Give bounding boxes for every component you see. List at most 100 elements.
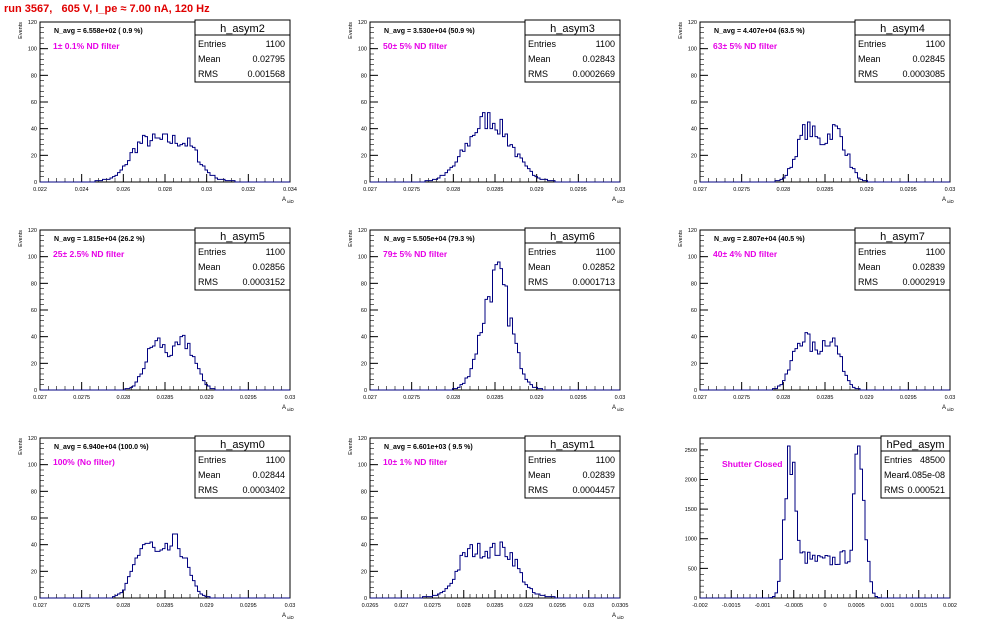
x-tick-label: 0.03 (285, 603, 296, 609)
x-tick-label: 0.0285 (817, 187, 834, 193)
y-tick-label: 60 (31, 516, 37, 522)
x-tick-label: 0.0305 (612, 603, 629, 609)
stats-box (880, 435, 951, 499)
y-tick-label: 60 (31, 100, 37, 106)
histogram-panel-h_asym7: 0 20 40 60 80 100 120 0.027 0.0275 0.028 0.0285 0.0… (678, 227, 955, 412)
x-tick-label: 0.0275 (73, 603, 90, 609)
stats-value: 48500 (920, 455, 945, 465)
y-tick-label: 120 (358, 228, 367, 234)
x-tick-label: 0.0295 (240, 395, 257, 401)
y-tick-label: 20 (691, 361, 697, 367)
x-tick-label: 0.0285 (157, 395, 174, 401)
histogram-line (700, 445, 950, 599)
y-tick-label: 100 (688, 255, 697, 261)
y-tick-label: 80 (361, 281, 367, 287)
x-tick-label: 0.0295 (900, 187, 917, 193)
x-tick-label: -0.002 (692, 603, 708, 609)
x-tick-label: 0.0285 (817, 395, 834, 401)
y-tick-label: 40 (31, 335, 37, 341)
x-axis-title: AuiD (282, 613, 295, 620)
filter-label: 1± 0.1% ND filter (53, 41, 120, 51)
x-axis-title: AuiD (282, 197, 295, 204)
y-axis-title: Events (18, 230, 24, 247)
x-tick-label: 0.024 (75, 187, 89, 193)
stats-box (854, 227, 951, 291)
stats-value: 0.02845 (912, 54, 945, 64)
y-tick-label: 60 (31, 308, 37, 314)
histogram-line (40, 533, 290, 599)
x-tick-label: 0.03 (615, 395, 626, 401)
filter-label: 10± 1% ND filter (383, 457, 448, 467)
y-tick-label: 80 (361, 489, 367, 495)
stats-box (194, 19, 291, 83)
stats-value: 0.02856 (252, 262, 285, 272)
x-tick-label: 0.028 (776, 187, 790, 193)
x-tick-label: 0.027 (693, 395, 707, 401)
filter-label: 100% (No filter) (53, 457, 115, 467)
y-tick-label: 120 (358, 436, 367, 442)
x-tick-label: 0.028 (446, 395, 460, 401)
x-tick-label: 0.027 (394, 603, 408, 609)
x-tick-label: 0.0275 (73, 395, 90, 401)
x-tick-label: 0.0275 (403, 395, 420, 401)
histogram-name: h_asym0 (220, 439, 265, 451)
stats-label: Mean (198, 54, 221, 64)
stats-box (524, 19, 621, 83)
y-tick-label: 100 (358, 255, 367, 261)
stats-box (854, 19, 951, 83)
x-tick-label: 0.027 (693, 187, 707, 193)
stats-label: Entries (198, 39, 227, 49)
y-tick-label: 60 (361, 100, 367, 106)
y-tick-label: 120 (28, 436, 37, 442)
navg-label: N_avg = 2.807e+04 (40.5 %) (714, 236, 805, 243)
stats-box (524, 435, 621, 499)
y-tick-label: 0 (694, 388, 697, 394)
filter-label: 79± 5% ND filter (383, 249, 448, 259)
y-tick-label: 40 (31, 543, 37, 549)
histogram-line (370, 261, 620, 391)
histogram-line (40, 334, 290, 391)
x-tick-label: 0.029 (530, 187, 544, 193)
histogram-name: h_asym1 (550, 439, 595, 451)
filter-label: 25± 2.5% ND filter (53, 249, 125, 259)
filter-label: 63± 5% ND filter (713, 41, 778, 51)
y-tick-label: 0 (34, 388, 37, 394)
y-tick-label: 100 (358, 47, 367, 53)
x-tick-label: 0.028 (116, 603, 130, 609)
y-tick-label: 100 (688, 47, 697, 53)
stats-label: Mean (528, 262, 551, 272)
y-tick-label: 60 (361, 308, 367, 314)
y-tick-label: 100 (28, 255, 37, 261)
stats-value: 0.02843 (582, 54, 615, 64)
stats-label: Mean (528, 54, 551, 64)
y-tick-label: 40 (361, 127, 367, 133)
x-tick-label: 0.027 (363, 187, 377, 193)
stats-value: 1100 (926, 39, 945, 49)
stats-label: Mean (858, 262, 881, 272)
stats-label: RMS (858, 69, 878, 79)
x-tick-label: 0.0285 (487, 395, 504, 401)
y-tick-label: 500 (688, 566, 697, 572)
filter-label: 40± 4% ND filter (713, 249, 778, 259)
x-tick-label: 0.029 (200, 395, 214, 401)
y-tick-label: 100 (28, 463, 37, 469)
x-tick-label: 0.03 (201, 187, 212, 193)
y-tick-label: 0 (364, 388, 367, 394)
histogram-line (700, 332, 950, 391)
x-tick-label: 0.0275 (403, 187, 420, 193)
y-tick-label: 100 (28, 47, 37, 53)
x-tick-label: 0.0295 (570, 395, 587, 401)
x-tick-label: -0.0015 (722, 603, 741, 609)
navg-label: N_avg = 6.558e+02 ( 0.9 %) (54, 28, 143, 35)
y-axis-title: Events (678, 230, 684, 247)
histogram-panel-h_asym2: 0 20 40 60 80 100 120 0.022 0.024 0.026 0.028 0.03 0… (18, 19, 297, 204)
stats-label: Mean (528, 470, 551, 480)
x-tick-label: 0.028 (457, 603, 471, 609)
x-tick-label: 0.034 (283, 187, 297, 193)
y-tick-label: 120 (688, 20, 697, 26)
y-tick-label: 120 (358, 20, 367, 26)
x-tick-label: 0.03 (285, 395, 296, 401)
y-tick-label: 40 (31, 127, 37, 133)
stats-value: 0.02844 (252, 470, 285, 480)
